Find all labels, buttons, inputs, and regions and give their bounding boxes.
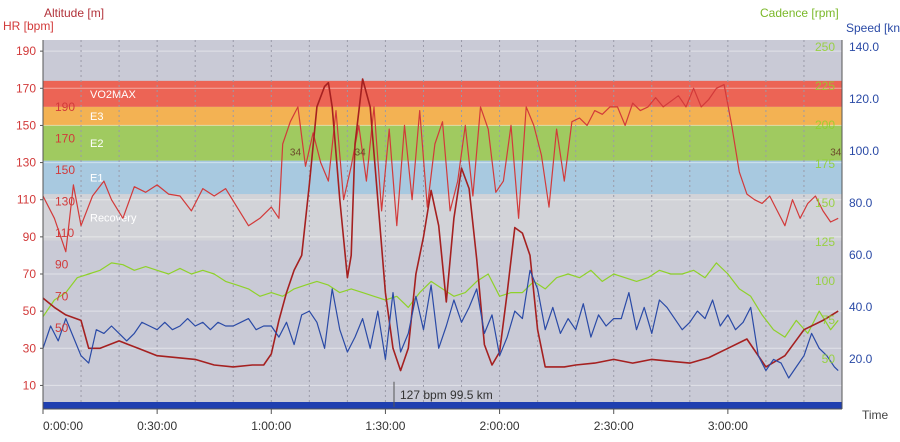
speed-tick-label-5: 120.0 bbox=[849, 92, 879, 106]
cadence-tick-label-7: 225 bbox=[815, 79, 835, 93]
series-line-cadence bbox=[42, 262, 839, 338]
speed-tick-label-1: 40.0 bbox=[849, 300, 873, 314]
hr-zone-label-4: E1 bbox=[90, 172, 103, 184]
peak-annotation-3: 34 bbox=[830, 147, 842, 158]
time-tick-label-4: 2:00:00 bbox=[480, 419, 520, 433]
hr-axis-title: HR [bpm] bbox=[3, 19, 54, 33]
time-tick-label-2: 1:00:00 bbox=[251, 419, 291, 433]
cadence-tick-label-1: 75 bbox=[822, 313, 836, 327]
altitude-tick-label-1: 70 bbox=[55, 289, 69, 303]
cadence-axis-title: Cadence [rpm] bbox=[760, 6, 839, 20]
speed-axis-title: Speed [kn bbox=[846, 21, 900, 35]
time-tick-label-3: 1:30:00 bbox=[365, 419, 405, 433]
cadence-tick-label-3: 125 bbox=[815, 235, 835, 249]
speed-tick-label-6: 140.0 bbox=[849, 40, 879, 54]
cadence-tick-label-0: 50 bbox=[822, 352, 836, 366]
altitude-axis-title: Altitude [m] bbox=[44, 6, 104, 20]
cadence-tick-label-5: 175 bbox=[815, 157, 835, 171]
cadence-tick-label-8: 250 bbox=[815, 40, 835, 54]
time-axis-title: Time bbox=[862, 408, 889, 422]
timeline-bar[interactable] bbox=[43, 402, 842, 409]
hr-zone-label-3: E2 bbox=[90, 138, 103, 150]
hr-zone-5 bbox=[43, 194, 842, 241]
hr-zone-1 bbox=[43, 80, 842, 107]
hr-tick-label-1: 30 bbox=[23, 341, 37, 355]
hr-tick-label-9: 190 bbox=[16, 44, 36, 58]
cursor-label: 127 bpm 99.5 km bbox=[400, 388, 493, 402]
hr-zone-2 bbox=[43, 106, 842, 126]
cadence-tick-label-4: 150 bbox=[815, 196, 835, 210]
hr-tick-label-6: 130 bbox=[16, 156, 36, 170]
hr-tick-label-0: 10 bbox=[23, 378, 37, 392]
hr-tick-label-5: 110 bbox=[17, 193, 36, 207]
hr-tick-label-2: 50 bbox=[23, 304, 37, 318]
altitude-tick-label-7: 190 bbox=[55, 100, 75, 114]
speed-tick-label-3: 80.0 bbox=[849, 196, 873, 210]
hr-zone-label-5: Recovery bbox=[90, 212, 137, 224]
hr-zone-4 bbox=[43, 160, 842, 195]
time-tick-label-6: 3:00:00 bbox=[708, 419, 748, 433]
cadence-tick-label-2: 100 bbox=[815, 274, 835, 288]
series-line-speed bbox=[42, 269, 839, 379]
hr-tick-label-3: 70 bbox=[23, 267, 37, 281]
altitude-tick-label-2: 90 bbox=[55, 258, 69, 272]
series-line-hr bbox=[42, 83, 839, 253]
speed-tick-label-2: 60.0 bbox=[849, 248, 873, 262]
altitude-tick-label-5: 150 bbox=[55, 163, 75, 177]
hr-zone-3 bbox=[43, 125, 842, 161]
time-tick-label-0: 0:00:00 bbox=[43, 419, 83, 433]
speed-tick-label-0: 20.0 bbox=[849, 352, 873, 366]
time-tick-label-5: 2:30:00 bbox=[594, 419, 634, 433]
hr-tick-label-8: 170 bbox=[16, 81, 36, 95]
hr-tick-label-4: 90 bbox=[23, 230, 37, 244]
cadence-tick-label-6: 200 bbox=[815, 118, 835, 132]
hr-zone-label-1: VO2MAX bbox=[90, 89, 137, 101]
peak-annotation-2: 34 bbox=[355, 147, 367, 158]
speed-tick-label-4: 100.0 bbox=[849, 144, 879, 158]
hr-zone-label-2: E3 bbox=[90, 111, 103, 123]
altitude-tick-label-4: 130 bbox=[55, 195, 75, 209]
time-tick-label-1: 0:30:00 bbox=[137, 419, 177, 433]
altitude-tick-label-0: 50 bbox=[55, 321, 69, 335]
series-line-altitude bbox=[42, 78, 839, 372]
hr-tick-label-7: 150 bbox=[16, 118, 36, 132]
altitude-tick-label-3: 110 bbox=[55, 226, 74, 240]
altitude-tick-label-6: 170 bbox=[55, 131, 75, 145]
peak-annotation-1: 34 bbox=[290, 147, 302, 158]
